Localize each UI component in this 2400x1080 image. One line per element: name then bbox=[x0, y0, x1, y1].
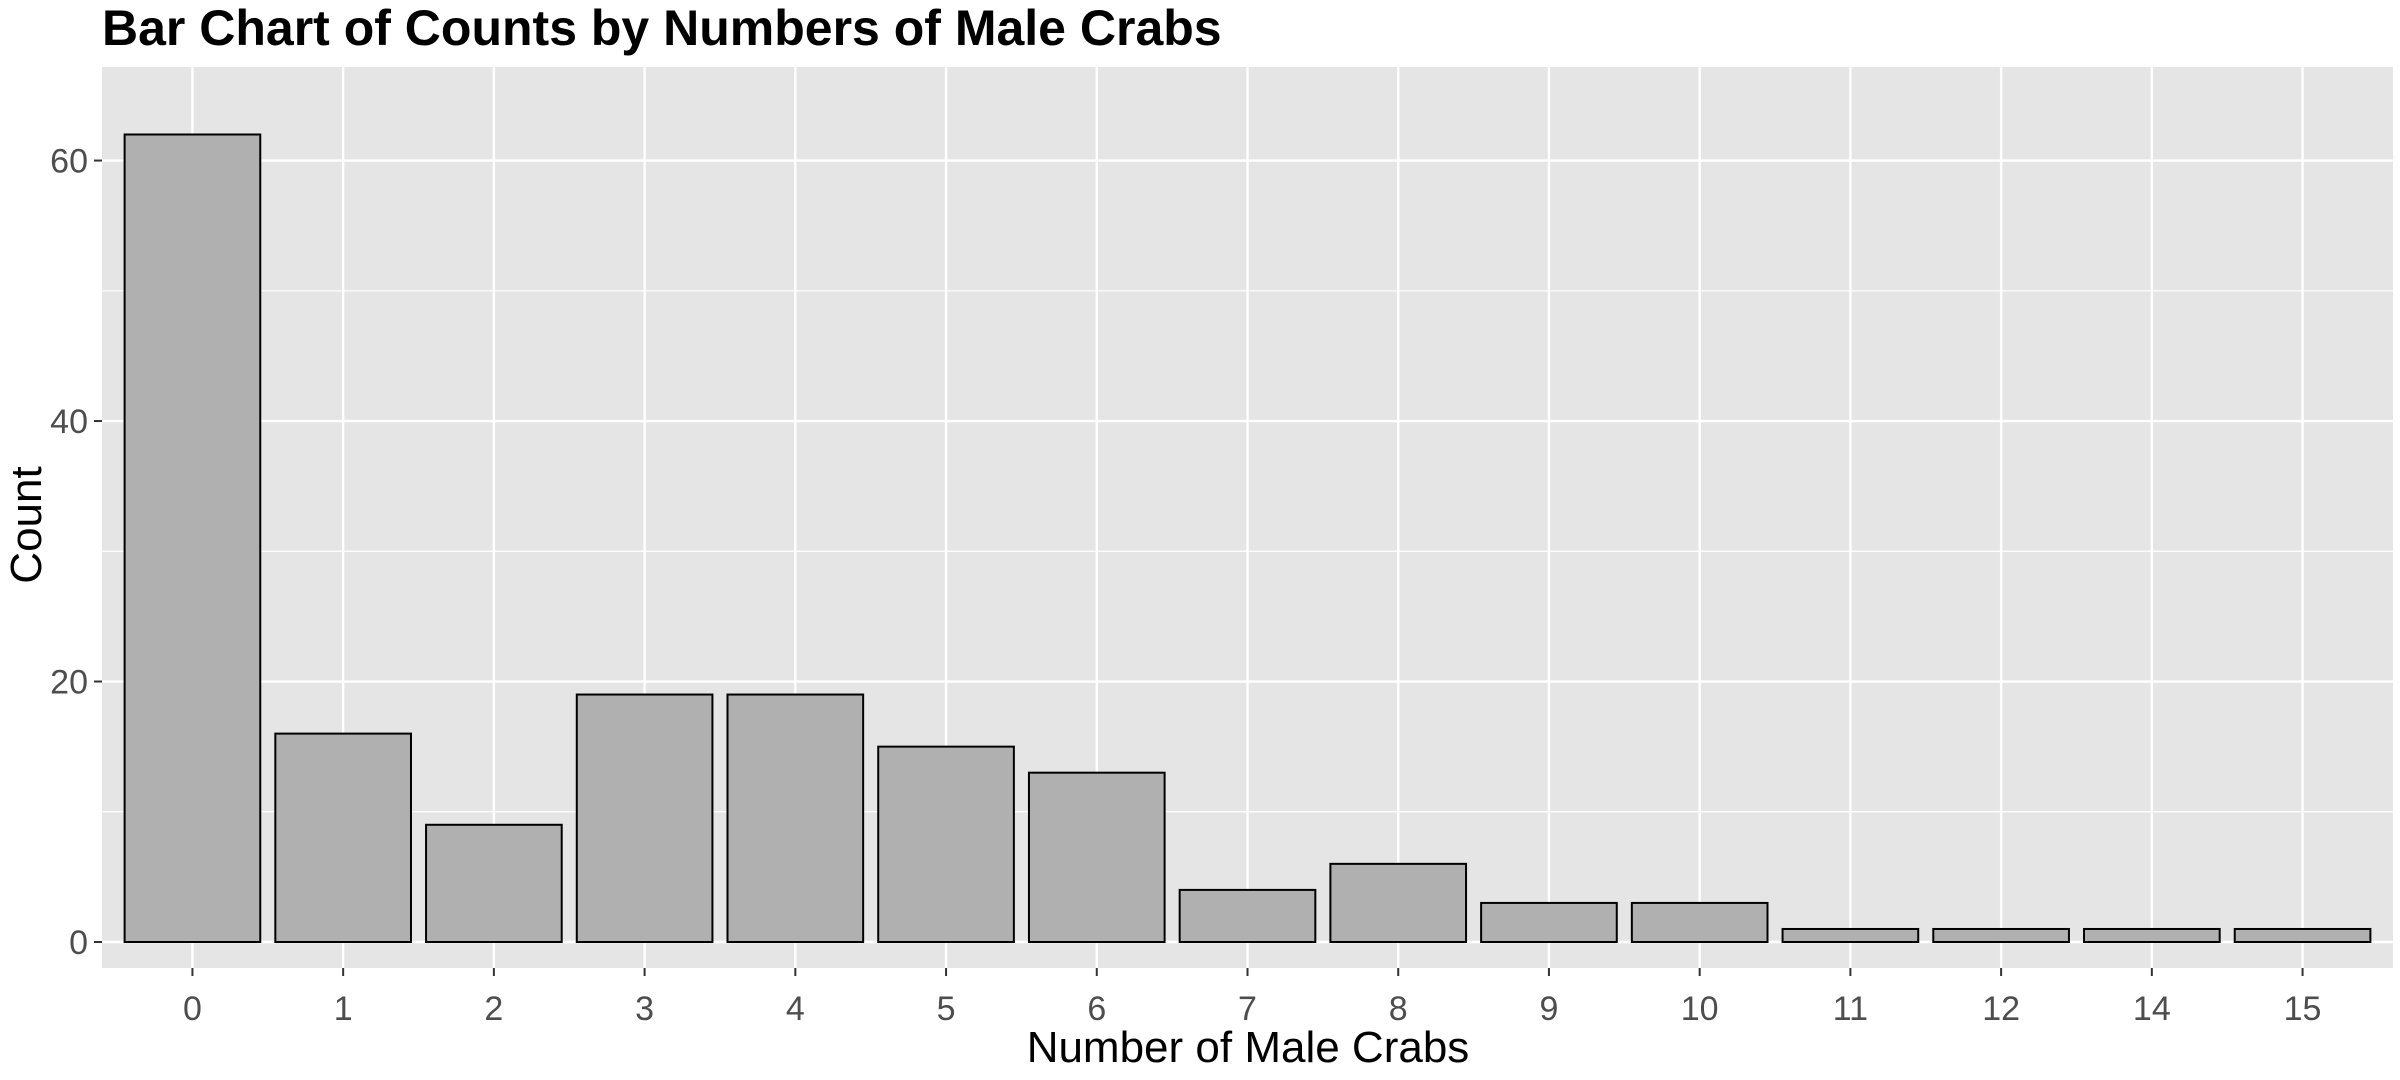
x-axis: 0 1 2 3 4 5 6 7 8 9 10 11 12 14 15 bbox=[183, 968, 2322, 1028]
bars bbox=[123, 133, 2372, 944]
bar-2 bbox=[425, 823, 563, 944]
bar-5 bbox=[877, 745, 1015, 943]
y-axis: 0 20 40 60 bbox=[50, 143, 102, 962]
x-tick-label: 15 bbox=[2284, 990, 2322, 1028]
x-tick-label: 14 bbox=[2133, 990, 2171, 1028]
x-tick-label: 4 bbox=[786, 990, 805, 1028]
x-tick-label: 10 bbox=[1681, 990, 1719, 1028]
x-tick-label: 8 bbox=[1389, 990, 1408, 1028]
x-tick-label: 12 bbox=[1982, 990, 2020, 1028]
bar-8 bbox=[1329, 862, 1468, 944]
x-tick-label: 0 bbox=[183, 990, 202, 1028]
chart-title: Bar Chart of Counts by Numbers of Male C… bbox=[102, 0, 1222, 56]
x-tick-label: 2 bbox=[484, 990, 503, 1028]
bar-6 bbox=[1027, 771, 1166, 943]
y-tick-label: 0 bbox=[69, 924, 88, 962]
x-tick-label: 1 bbox=[334, 990, 353, 1028]
x-tick-label: 7 bbox=[1238, 990, 1257, 1028]
x-axis-title: Number of Male Crabs bbox=[1027, 1023, 1470, 1072]
bar-3 bbox=[575, 693, 714, 944]
bar-1 bbox=[274, 732, 412, 944]
bar-11 bbox=[1781, 927, 1920, 944]
x-tick-label: 6 bbox=[1087, 990, 1106, 1028]
bar-15 bbox=[2233, 927, 2372, 944]
bar-0 bbox=[123, 133, 262, 943]
x-tick-label: 5 bbox=[937, 990, 956, 1028]
bar-7 bbox=[1178, 888, 1317, 943]
bar-9 bbox=[1480, 901, 1618, 944]
y-tick-label: 40 bbox=[50, 403, 88, 441]
x-tick-label: 9 bbox=[1539, 990, 1558, 1028]
y-axis-title: Count bbox=[2, 466, 51, 583]
bar-12 bbox=[1932, 927, 2070, 944]
x-tick-label: 3 bbox=[635, 990, 654, 1028]
x-tick-label: 11 bbox=[1833, 990, 1868, 1028]
y-tick-label: 20 bbox=[50, 664, 88, 702]
y-tick-label: 60 bbox=[50, 143, 88, 181]
bar-4 bbox=[726, 693, 865, 944]
bar-14 bbox=[2083, 927, 2221, 944]
bar-10 bbox=[1630, 901, 1769, 944]
